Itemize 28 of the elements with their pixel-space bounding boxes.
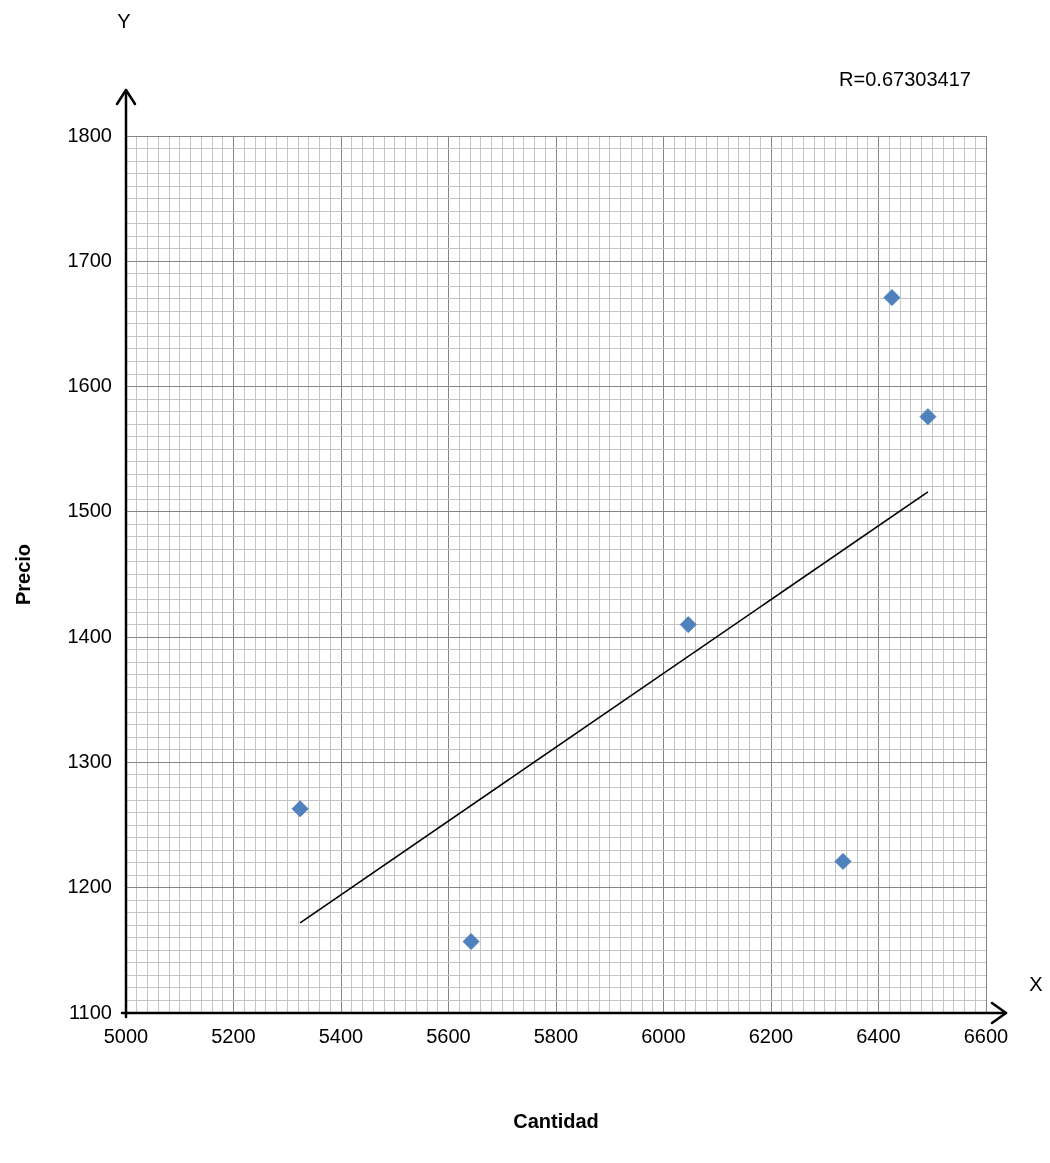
point xyxy=(919,408,937,426)
point xyxy=(462,933,480,951)
x-tick-label: 5400 xyxy=(318,1024,364,1047)
text: R=0.67303417 xyxy=(839,67,971,90)
text: X xyxy=(1029,972,1043,995)
point xyxy=(291,800,309,818)
x-tick-label: 5200 xyxy=(211,1024,256,1047)
x-tick-label: 6400 xyxy=(856,1024,901,1047)
x-tick-label: 5800 xyxy=(533,1024,579,1047)
text: Y xyxy=(117,9,131,32)
y-tick-label: 1700 xyxy=(67,248,112,271)
x-tick-label: 5600 xyxy=(426,1024,471,1047)
x-axis-title: Cantidad xyxy=(513,1109,599,1132)
x-tick-label: 6600 xyxy=(963,1024,1009,1047)
y-tick-label: 1800 xyxy=(67,123,112,146)
point xyxy=(883,289,901,307)
y-tick-label: 1600 xyxy=(67,374,112,397)
x-tick-label: 5000 xyxy=(103,1024,149,1047)
y-axis-title: Precio xyxy=(11,543,34,606)
x-tick-label: 6200 xyxy=(748,1024,794,1047)
x-tick-label: 6000 xyxy=(641,1024,686,1047)
y-tick-label: 1500 xyxy=(67,499,112,522)
y-tick-label: 1200 xyxy=(67,875,112,898)
y-tick-label: 1100 xyxy=(68,1000,112,1023)
point xyxy=(834,852,852,870)
point xyxy=(679,616,697,634)
y-tick-label: 1400 xyxy=(67,624,112,647)
y-tick-label: 1300 xyxy=(67,749,112,772)
